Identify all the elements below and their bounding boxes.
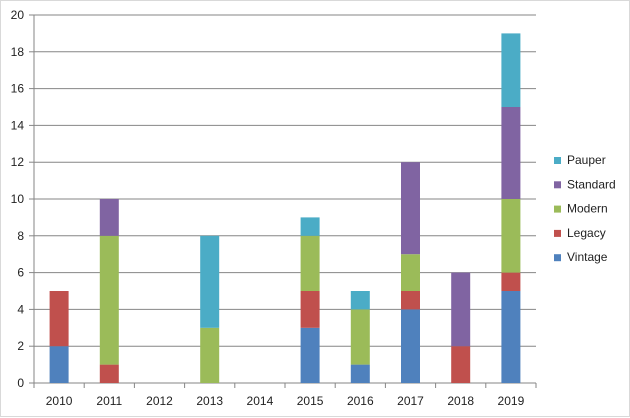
bar-segment-pauper-2015 xyxy=(300,217,320,236)
bar-segment-modern-2019 xyxy=(501,199,521,273)
legend-swatch-standard xyxy=(554,181,561,189)
bar-segment-modern-2016 xyxy=(350,309,370,365)
y-tick-label: 16 xyxy=(11,82,25,96)
y-tick-label: 8 xyxy=(17,229,24,243)
y-tick-label: 2 xyxy=(17,339,24,353)
x-tick-label: 2016 xyxy=(347,394,374,408)
y-tick-label: 4 xyxy=(17,302,24,316)
legend-swatch-pauper xyxy=(554,157,561,164)
bar-segment-standard-2017 xyxy=(401,162,420,255)
legend-label-pauper: Pauper xyxy=(567,153,606,167)
bar-segment-vintage-2016 xyxy=(350,364,370,383)
y-tick-label: 14 xyxy=(11,118,25,132)
bar-segment-modern-2011 xyxy=(99,235,119,365)
bar-segment-modern-2017 xyxy=(401,254,420,291)
x-tick-label: 2018 xyxy=(447,394,474,408)
y-tick-label: 20 xyxy=(11,8,25,22)
legend-label-vintage: Vintage xyxy=(567,250,608,264)
legend-swatch-vintage xyxy=(554,254,561,262)
bar-segment-legacy-2011 xyxy=(99,364,119,383)
bar-segment-legacy-2018 xyxy=(451,346,471,383)
bar-segment-vintage-2010 xyxy=(49,346,69,383)
x-tick-label: 2019 xyxy=(498,394,525,408)
bar-segment-vintage-2019 xyxy=(501,291,521,383)
legend: Pauper Standard Modern Legacy Vintage xyxy=(554,153,616,264)
y-tick-label: 6 xyxy=(17,266,24,280)
bar-segment-pauper-2016 xyxy=(350,291,370,310)
y-tick-labels: 0 2 4 6 8 10 12 14 16 18 20 xyxy=(11,8,25,390)
x-tick-labels: 2010 2011 2012 2013 2014 2015 2016 2017 2018 2019 xyxy=(46,394,525,408)
y-tick-label: 10 xyxy=(11,192,25,206)
y-tick-label: 0 xyxy=(17,376,24,390)
bar-segment-pauper-2013 xyxy=(200,235,220,328)
x-tick-label: 2011 xyxy=(96,394,122,408)
x-tick-label: 2015 xyxy=(297,394,324,408)
y-tick-label: 12 xyxy=(11,155,25,169)
legend-label-standard: Standard xyxy=(567,177,616,191)
bar-segment-pauper-2019 xyxy=(501,33,521,107)
bars xyxy=(49,33,521,383)
bar-segment-legacy-2017 xyxy=(401,291,420,310)
legend-label-legacy: Legacy xyxy=(567,226,606,240)
bar-segment-standard-2019 xyxy=(501,107,521,199)
x-tick-label: 2017 xyxy=(397,394,424,408)
bar-segment-vintage-2015 xyxy=(300,327,320,383)
bar-segment-legacy-2015 xyxy=(300,291,320,328)
x-tick-label: 2012 xyxy=(146,394,173,408)
bar-segment-vintage-2017 xyxy=(401,309,420,383)
bar-segment-standard-2011 xyxy=(99,199,119,236)
x-tick-label: 2014 xyxy=(247,394,274,408)
bar-segment-modern-2015 xyxy=(300,235,320,291)
legend-swatch-legacy xyxy=(554,229,561,237)
x-tick-label: 2010 xyxy=(46,394,73,408)
bar-segment-modern-2013 xyxy=(200,327,220,383)
bar-segment-legacy-2019 xyxy=(501,272,521,291)
legend-label-modern: Modern xyxy=(567,202,608,216)
x-tick-label: 2013 xyxy=(196,394,223,408)
bar-segment-standard-2018 xyxy=(451,272,471,347)
y-tick-label: 18 xyxy=(11,45,25,59)
bar-segment-legacy-2010 xyxy=(49,291,69,347)
legend-swatch-modern xyxy=(554,205,561,213)
